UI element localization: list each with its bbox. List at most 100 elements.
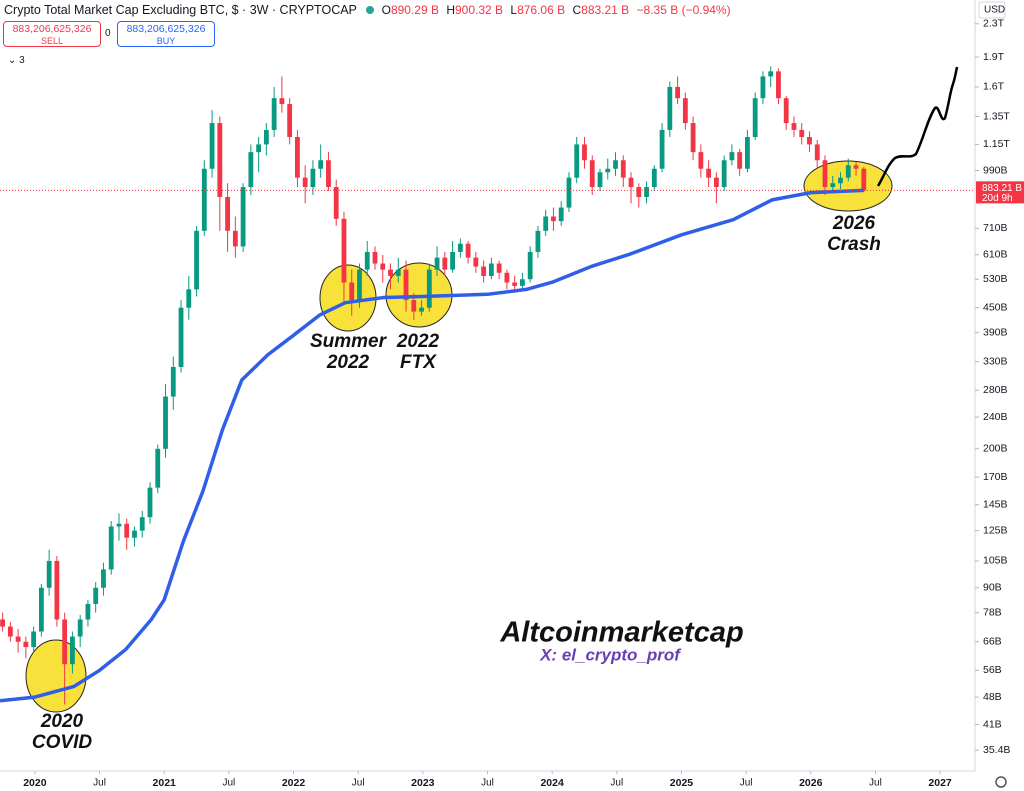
price-label-box — [976, 181, 1024, 204]
status-dot — [366, 6, 375, 14]
ohlc-label: O — [381, 3, 391, 17]
candle-body — [473, 257, 479, 267]
candle-body — [434, 257, 440, 270]
candle-body — [535, 230, 541, 252]
candle-body — [0, 619, 5, 627]
candle-body — [232, 230, 238, 247]
candle-body — [551, 216, 556, 222]
series — [0, 66, 975, 705]
annotation: 2022 — [396, 331, 440, 352]
candle-body — [116, 523, 122, 527]
legend-header: Crypto Total Market Cap Excluding BTC, $… — [4, 3, 735, 17]
candle-body — [411, 300, 417, 312]
candle-body — [333, 187, 339, 219]
change: −8.35 B (−0.94%) — [636, 3, 731, 17]
annotation: Crash — [827, 234, 881, 255]
candle-body — [776, 71, 781, 99]
y-tick-label: 1.15T — [983, 138, 1010, 150]
candle-body — [799, 129, 805, 138]
candle-body — [62, 619, 68, 665]
candle-body — [698, 152, 704, 169]
candle-body — [326, 160, 331, 188]
candle-body — [302, 177, 308, 188]
currency[interactable]: USD — [984, 5, 1005, 16]
candle-body — [372, 251, 378, 264]
countdown: 20d 9h — [982, 193, 1013, 204]
buy-button[interactable]: 883,206,625,326 BUY — [117, 21, 215, 47]
candle-body — [783, 98, 789, 124]
y-tick-label: 2.3T — [983, 18, 1005, 30]
candle-body — [85, 603, 91, 620]
projection-drawing — [876, 66, 959, 187]
candle-body — [620, 160, 626, 178]
y-tick-label: 90B — [983, 582, 1002, 594]
candle-body — [465, 243, 471, 258]
candle-body — [830, 183, 836, 188]
candle-body — [807, 137, 812, 145]
candle-body — [163, 396, 168, 449]
x-tick-label: 2027 — [928, 777, 952, 789]
candle-body — [318, 160, 324, 169]
x-tick-label: Jul — [93, 778, 106, 789]
candle-body — [636, 187, 642, 198]
symbol-title[interactable]: Crypto Total Market Cap Excluding BTC, $… — [4, 3, 357, 17]
candle-body — [295, 137, 300, 178]
y-tick-label: 105B — [983, 555, 1008, 567]
x-tick-label: 2020 — [23, 777, 47, 789]
candle-body — [256, 144, 262, 153]
candle-body — [380, 263, 386, 270]
price-label: 883.21 B — [982, 183, 1022, 194]
candle-body — [170, 367, 176, 397]
candle-body — [690, 123, 696, 153]
candle-body — [713, 177, 719, 188]
candle-body — [450, 251, 455, 270]
y-tick-label: 390B — [983, 326, 1008, 338]
candle-body — [543, 216, 549, 231]
labels: 2020COVIDSummer20222022FTX2026CrashAltco… — [32, 213, 881, 753]
settings-icon[interactable] — [995, 776, 1007, 788]
y-tick-label: 530B — [983, 273, 1008, 285]
candle-body — [240, 187, 246, 247]
candle-body — [589, 160, 595, 188]
y-tick-label: 200B — [983, 443, 1008, 455]
candle-body — [861, 168, 867, 191]
candle-body — [217, 123, 223, 198]
ohlc-value: 900.32 B — [455, 3, 504, 17]
candle-body — [155, 448, 161, 488]
x-tick-label: 2022 — [282, 777, 306, 789]
candle-body — [38, 587, 44, 632]
candle-body — [442, 257, 448, 270]
y-tick-label: 145B — [983, 499, 1008, 511]
annotation: 2022 — [326, 352, 370, 373]
y-tick-label: 170B — [983, 471, 1008, 483]
candle-body — [15, 636, 21, 642]
candle-body — [147, 487, 153, 518]
y-tick-label: 78B — [983, 606, 1002, 618]
candle-body — [23, 641, 29, 648]
candle-body — [644, 187, 649, 198]
candle-body — [395, 269, 401, 276]
annotation: FTX — [400, 352, 437, 373]
sell-price: 883,206,625,326 — [12, 23, 92, 35]
highlight-circle — [25, 639, 87, 713]
candle-body — [853, 165, 859, 169]
candle-body — [70, 636, 75, 665]
candle-body — [248, 152, 254, 188]
candle-body — [46, 560, 52, 588]
x-tick-label: Jul — [610, 778, 623, 789]
candle-body — [512, 282, 518, 286]
x-tick-label: 2023 — [411, 777, 435, 789]
candle-body — [574, 144, 580, 178]
candle-body — [263, 129, 269, 145]
candle-body — [349, 282, 355, 301]
candle-body — [791, 123, 797, 130]
candle-body — [822, 160, 828, 188]
indicator-toggle[interactable]: ⌄ 3 — [8, 55, 25, 66]
candle-body — [838, 177, 843, 184]
candle-body — [139, 517, 145, 531]
y-tick-label: 1.6T — [983, 81, 1005, 93]
currency-box[interactable] — [978, 1, 1006, 19]
candle-body — [659, 129, 665, 169]
sell-button[interactable]: 883,206,625,326 SELL — [3, 21, 101, 47]
